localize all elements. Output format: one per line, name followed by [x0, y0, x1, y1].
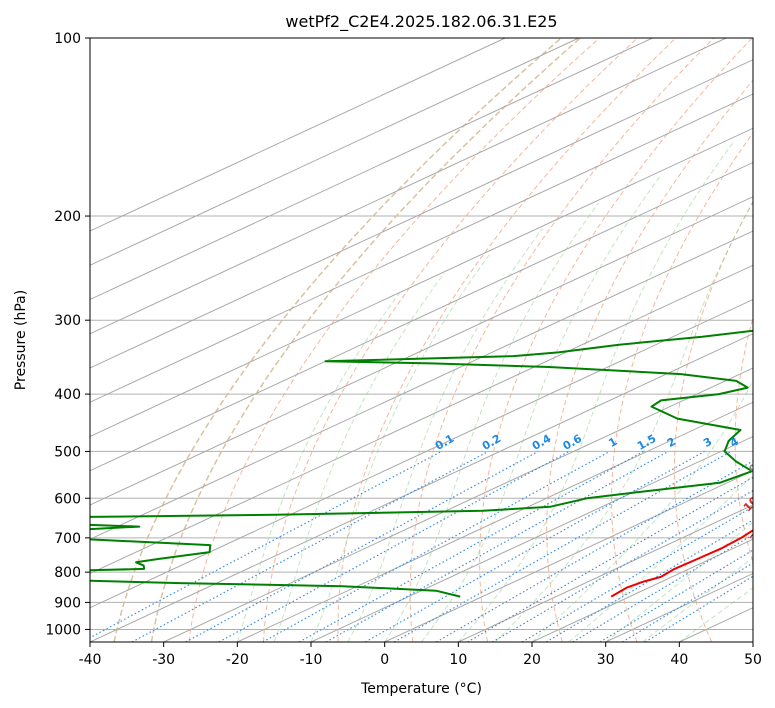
mixing-ratio-line: [572, 534, 753, 642]
plot-frame: [89, 37, 754, 643]
moist-adiabat-line: [421, 174, 663, 642]
isotherm-line: [90, 264, 753, 575]
x-tick-label: -40: [79, 652, 102, 668]
mixing-ratio-line: [131, 450, 489, 642]
dry-adiabat-line: [479, 38, 753, 642]
isotherm-line: [531, 538, 753, 642]
dry-adiabat-line: [611, 132, 753, 642]
warm-isotherm-label: 20: [748, 525, 768, 545]
isotherm-line: [384, 470, 753, 642]
mixing-ratio-label: 0.2: [480, 432, 503, 453]
isotherm-line: [90, 127, 753, 438]
dry-adiabat-line: [546, 79, 753, 642]
isotherm-line: [90, 38, 580, 266]
isotherm-line: [90, 196, 753, 506]
isotherm-line: [90, 38, 727, 335]
x-tick-label: 10: [449, 652, 467, 668]
isotherm-line: [310, 435, 753, 642]
mixing-ratio-label: 1: [606, 435, 619, 450]
mixing-ratio-label: 1.5: [635, 432, 658, 453]
y-tick-label: 200: [54, 209, 81, 225]
moist-adiabat-line: [494, 201, 753, 642]
dry-adiabat-line: [263, 38, 638, 642]
isotherm-line: [90, 38, 653, 301]
moist-adiabat-line: [310, 251, 492, 642]
mixing-ratio-line: [185, 450, 539, 642]
y-tick-label: 900: [54, 595, 81, 611]
temperature-profile-line: [610, 529, 753, 598]
y-tick-label: 800: [54, 565, 81, 581]
y-tick-label: 1000: [45, 622, 81, 638]
y-tick-label: 300: [54, 313, 81, 329]
isotherm-line: [163, 367, 753, 642]
isotherm-line: [237, 401, 753, 642]
y-tick-label: 700: [54, 531, 81, 547]
dry-adiabat-line: [188, 38, 600, 642]
x-tick-label: -10: [300, 652, 323, 668]
moist-adiabat-line: [457, 141, 734, 642]
reference-curve-line: [113, 38, 562, 642]
warm-isotherm-label: 10: [741, 494, 761, 514]
isotherm-line: [752, 641, 753, 642]
mixing-ratio-line: [325, 450, 669, 642]
mixing-ratio-line: [545, 519, 753, 642]
isotherm-line: [90, 38, 506, 232]
moist-adiabat-line: [605, 521, 753, 642]
mixing-ratio-line: [218, 450, 570, 642]
isotherm-line: [90, 161, 753, 472]
dewpoint-profile-line: [90, 329, 753, 598]
moist-adiabat-line: [568, 474, 753, 642]
x-tick-label: 40: [670, 652, 688, 668]
moist-adiabat-line: [273, 273, 445, 642]
mixing-ratio-line: [622, 562, 753, 642]
isotherm-line: [90, 333, 753, 642]
mixing-ratio-label: 0.4: [530, 432, 554, 453]
y-tick-label: 500: [54, 444, 81, 460]
mixing-ratio-label: 0.6: [561, 432, 585, 453]
mixing-ratio-line: [599, 549, 753, 642]
mixing-ratio-line: [436, 460, 753, 642]
mixing-ratio-line: [298, 450, 644, 642]
y-tick-label: 100: [54, 31, 81, 47]
warm-isotherm-label: 0: [746, 461, 761, 476]
x-tick-label: 50: [744, 652, 762, 668]
y-tick-label: 400: [54, 387, 81, 403]
x-tick-label: 30: [597, 652, 615, 668]
moist-adiabat-line: [384, 202, 600, 642]
mixing-ratio-line: [491, 489, 753, 642]
isotherm-line: [90, 59, 753, 369]
mixing-ratio-line: [644, 575, 753, 642]
reference-curve-line: [150, 38, 581, 642]
warm-isotherm-label: 30: [754, 556, 774, 576]
warm-isotherm-label: 40: [768, 584, 775, 604]
mixing-ratio-label: 6: [767, 435, 775, 450]
chart-title: wetPf2_C2E4.2025.182.06.31.E25: [285, 12, 557, 32]
mixing-ratio-line: [90, 450, 442, 639]
mixing-ratio-label: 0.1: [433, 432, 456, 453]
x-tick-label: 20: [523, 652, 541, 668]
y-tick-label: 600: [54, 491, 81, 507]
y-axis-title: Pressure (hPa): [13, 290, 29, 390]
isotherm-line: [90, 93, 753, 403]
mixing-ratio-label: 3: [701, 435, 714, 450]
isotherm-line: [458, 504, 753, 642]
x-tick-label: 0: [380, 652, 389, 668]
dry-adiabat-line: [734, 315, 753, 564]
dry-adiabat-line: [337, 38, 677, 642]
x-axis-title: Temperature (°C): [360, 681, 482, 697]
x-tick-label: -30: [152, 652, 175, 668]
mixing-ratio-line: [262, 450, 610, 642]
isotherm-label: -10: [761, 410, 775, 433]
x-tick-label: -20: [226, 652, 249, 668]
isotherm-line: [90, 230, 753, 540]
mixing-ratio-line: [364, 450, 705, 642]
